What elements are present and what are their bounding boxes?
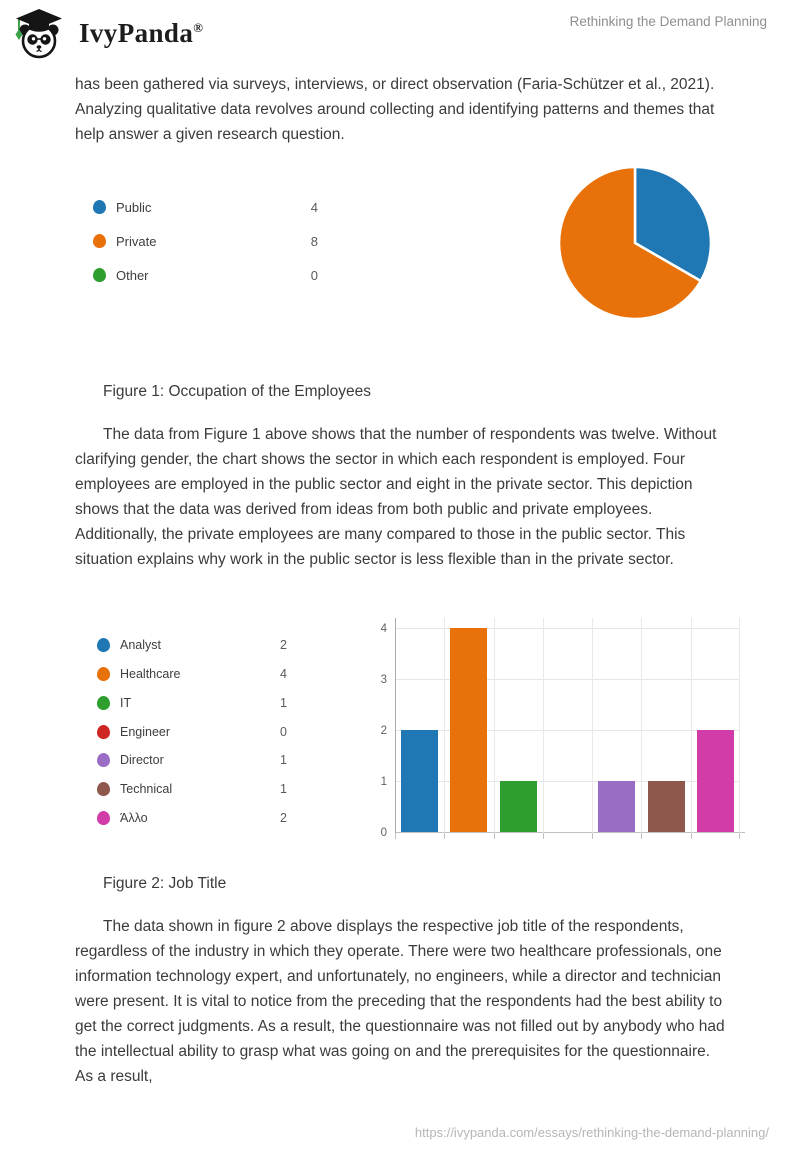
legend-value: 4 — [280, 667, 287, 682]
v-gridline — [739, 618, 740, 833]
legend-item: Άλλο 2 — [97, 804, 287, 833]
legend-item: Other 0 — [93, 258, 318, 292]
y-axis-tick-label: 1 — [380, 775, 387, 788]
legend-value: 4 — [310, 199, 318, 215]
paragraph-figure2-discussion: The data shown in figure 2 above display… — [75, 918, 725, 1085]
registered-trademark: ® — [193, 19, 204, 35]
legend-value: 2 — [280, 810, 287, 825]
v-gridline — [444, 618, 446, 833]
bar-chart-legend: Analyst 2 Healthcare 4 IT 1 Engineer 0 Director 1… — [97, 631, 287, 832]
y-axis-line — [395, 618, 396, 833]
legend-swatch-icon — [97, 782, 110, 797]
legend-value: 2 — [280, 638, 287, 653]
document-title: Rethinking the Demand Planning — [569, 14, 767, 29]
pie-chart-svg — [557, 165, 713, 321]
x-axis-tick — [641, 833, 643, 839]
legend-swatch-icon — [97, 667, 110, 682]
x-axis-tick — [542, 833, 544, 839]
legend-label: Technical — [120, 782, 173, 797]
legend-label: Private — [116, 233, 157, 249]
legend-label: Healthcare — [120, 667, 181, 682]
legend-item: Director 1 — [97, 746, 287, 775]
pie-slice-Private — [557, 165, 703, 321]
pie-chart-legend: Public 4 Private 8 Other 0 — [93, 190, 318, 292]
figure2-caption: Figure 2: Job Title — [103, 875, 227, 892]
legend-label: Engineer — [120, 724, 171, 739]
paragraph-qualitative-data: has been gathered via surveys, interview… — [75, 76, 715, 143]
h-gridline — [395, 628, 740, 629]
legend-item: Technical 1 — [97, 775, 287, 804]
figure1-caption: Figure 1: Occupation of the Employees — [103, 383, 371, 400]
bar-Technical — [647, 781, 685, 832]
y-axis-tick-label: 3 — [380, 673, 387, 686]
legend-label: Other — [116, 267, 149, 283]
h-gridline — [395, 679, 740, 680]
bar-Healthcare — [450, 628, 488, 832]
legend-value: 0 — [310, 267, 318, 283]
legend-label: Άλλο — [120, 810, 148, 825]
legend-label: Public — [116, 199, 152, 215]
legend-item: Public 4 — [93, 190, 318, 224]
legend-value: 1 — [280, 782, 287, 797]
legend-item: Private 8 — [93, 224, 318, 258]
legend-item: Healthcare 4 — [97, 660, 287, 689]
legend-value: 0 — [280, 724, 287, 739]
legend-swatch-icon — [93, 200, 106, 214]
legend-swatch-icon — [97, 695, 110, 710]
h-gridline — [395, 781, 740, 782]
v-gridline — [493, 618, 495, 833]
panda-graduate-icon — [15, 9, 62, 59]
x-axis-line — [395, 832, 745, 833]
legend-value: 1 — [280, 753, 287, 768]
x-axis-tick — [493, 833, 495, 839]
y-axis-tick-label: 4 — [380, 622, 387, 635]
x-axis-tick — [739, 833, 740, 839]
source-url: https://ivypanda.com/essays/rethinking-t… — [414, 1125, 769, 1140]
ivypanda-logo: IvyPanda® — [12, 6, 203, 60]
legend-label: Director — [120, 753, 164, 768]
h-gridline — [395, 730, 740, 731]
legend-swatch-icon — [97, 724, 110, 739]
bar-Director — [598, 781, 636, 832]
legend-item: Engineer 0 — [97, 717, 287, 746]
legend-swatch-icon — [97, 810, 110, 825]
legend-value: 8 — [310, 233, 318, 249]
v-gridline — [641, 618, 643, 833]
legend-label: Analyst — [120, 638, 161, 653]
bar-IT — [499, 781, 537, 832]
v-gridline — [690, 618, 692, 833]
legend-swatch-icon — [97, 753, 110, 768]
v-gridline — [542, 618, 544, 833]
y-axis-tick-label: 0 — [380, 826, 387, 839]
x-axis-tick — [444, 833, 446, 839]
legend-item: Analyst 2 — [97, 631, 287, 660]
logo-wordmark: IvyPanda® — [79, 17, 204, 48]
y-axis-tick-label: 2 — [380, 724, 387, 737]
bar-chart: 0 1 2 3 4 — [381, 618, 745, 839]
paragraph-figure1-discussion: The data from Figure 1 above shows that … — [75, 426, 717, 568]
legend-label: IT — [120, 695, 132, 710]
bar-Άλλο — [696, 730, 734, 832]
x-axis-tick — [592, 833, 594, 839]
legend-value: 1 — [280, 695, 287, 710]
x-axis-tick — [690, 833, 692, 839]
legend-swatch-icon — [93, 234, 106, 248]
legend-swatch-icon — [93, 268, 106, 282]
v-gridline — [592, 618, 594, 833]
legend-item: IT 1 — [97, 689, 287, 718]
pie-chart — [556, 164, 714, 322]
legend-swatch-icon — [97, 638, 110, 653]
x-axis-tick — [395, 833, 396, 839]
bar-Analyst — [401, 730, 439, 832]
